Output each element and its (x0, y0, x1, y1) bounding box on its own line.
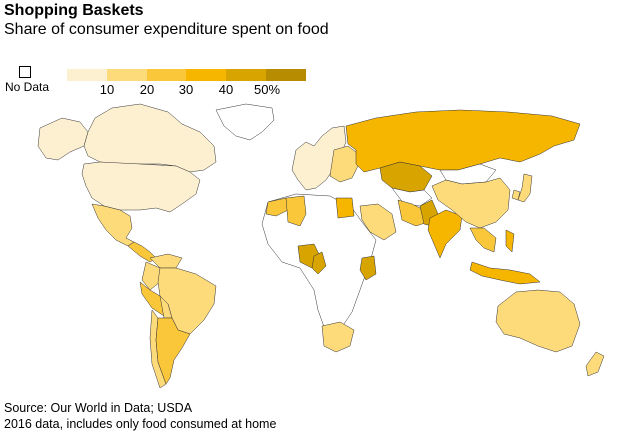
japan (517, 173, 533, 203)
legend-tick-50: 50% (253, 82, 281, 97)
legend-tick-10: 10 (99, 82, 115, 97)
colombia (141, 261, 161, 291)
central-america (127, 241, 157, 263)
legend-swatch-2 (146, 69, 187, 81)
no-data-swatch (19, 66, 31, 78)
legend-swatch-4 (226, 69, 266, 81)
morocco (265, 197, 289, 217)
china (431, 177, 511, 229)
saudi-arabia (359, 203, 397, 241)
chart-title: Shopping Baskets (4, 2, 144, 19)
united-states (81, 161, 201, 213)
legend-tick-20: 20 (139, 82, 155, 97)
venezuela (149, 253, 183, 269)
legend-tick-30: 30 (178, 82, 194, 97)
data-note: 2016 data, includes only food consumed a… (4, 417, 277, 431)
philippines (505, 229, 515, 253)
source-note: Source: Our World in Data; USDA (4, 401, 193, 415)
legend-tick-40: 40 (218, 82, 234, 97)
argentina (155, 317, 191, 385)
kenya (359, 255, 377, 281)
cameroon (311, 251, 327, 275)
greenland (215, 103, 275, 141)
eastern-europe (329, 145, 359, 183)
legend-swatch-5 (265, 69, 306, 81)
legend-swatch-3 (186, 69, 227, 81)
alaska (37, 117, 89, 161)
legend-swatch-0 (67, 69, 107, 81)
russia (345, 109, 581, 173)
new-zealand (585, 351, 605, 377)
southeast-asia (469, 227, 497, 253)
no-data-label: No Data (5, 80, 50, 94)
chart-subtitle: Share of consumer expenditure spent on f… (4, 21, 329, 38)
south-africa (321, 321, 355, 353)
india (427, 209, 463, 259)
australia (495, 289, 581, 353)
egypt (335, 197, 355, 219)
algeria (285, 195, 307, 227)
color-legend (67, 69, 306, 81)
legend-ticks: 10 20 30 40 50% (67, 81, 307, 97)
world-map (37, 103, 605, 389)
mexico (91, 203, 135, 247)
canada (83, 103, 217, 173)
legend-swatch-1 (106, 69, 147, 81)
indonesia (469, 261, 541, 285)
